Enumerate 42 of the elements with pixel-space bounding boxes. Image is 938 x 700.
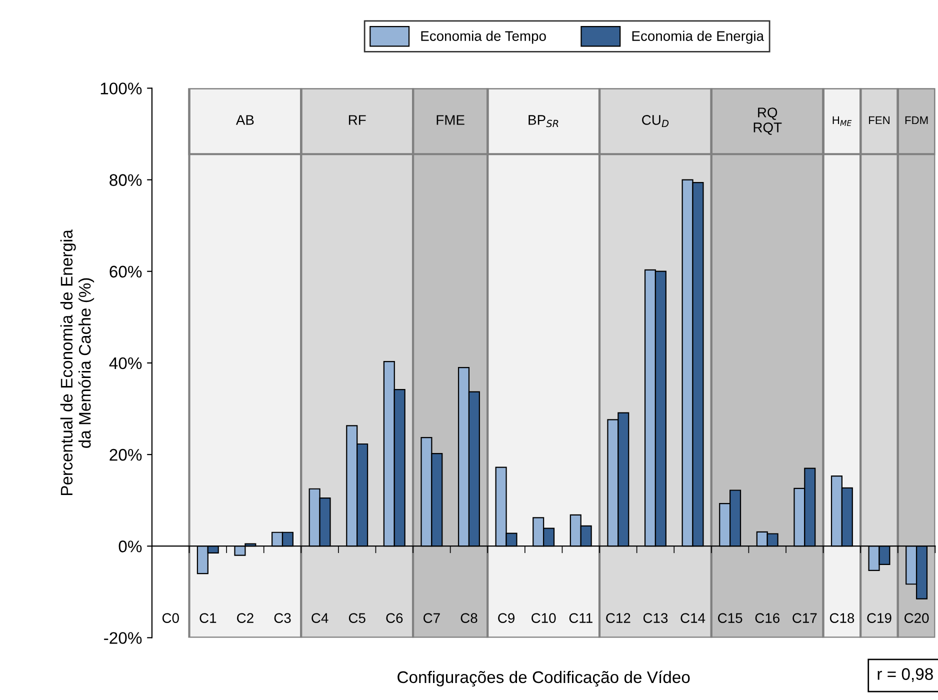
band-label: FDM <box>905 116 928 124</box>
y-tick-label: 0% <box>118 540 142 552</box>
x-tick-label: C11 <box>569 613 592 623</box>
x-tick-label: C16 <box>755 613 780 623</box>
y-tick-label: -20% <box>104 632 142 644</box>
x-tick-label: C2 <box>237 613 254 623</box>
band-label: RQ RQT <box>754 108 782 135</box>
band-label: RF <box>348 115 366 125</box>
x-tick-label: C8 <box>460 613 478 623</box>
x-tick-label: C7 <box>424 613 440 623</box>
x-tick-label: C5 <box>348 613 366 623</box>
x-axis-title: Configurações de Codificação de Vídeo <box>398 670 690 686</box>
x-tick-label: C4 <box>312 613 328 623</box>
y-tick-label: 100% <box>100 82 142 94</box>
x-tick-label: C3 <box>274 613 291 623</box>
band-label: FME <box>436 115 464 125</box>
x-tick-label: C18 <box>830 613 854 623</box>
band-label: FEN <box>869 116 890 124</box>
x-tick-label: C20 <box>904 613 929 623</box>
y-tick-label: 80% <box>110 174 142 186</box>
x-tick-label: C12 <box>606 613 630 623</box>
x-tick-label: C14 <box>680 613 706 623</box>
band-label: H$_{ME}$ <box>832 116 852 126</box>
text: r = 0,98 <box>878 668 933 682</box>
band-label: CU$_{D}$ <box>642 115 669 128</box>
x-tick-label: C17 <box>792 613 817 623</box>
x-tick-label: C10 <box>532 613 556 623</box>
x-tick-label: C1 <box>200 613 216 623</box>
band-label: AB <box>236 115 254 125</box>
x-tick-label: C0 <box>162 613 179 623</box>
y-tick-label: 20% <box>110 448 142 461</box>
x-tick-label: C19 <box>867 613 892 623</box>
x-tick-label: C15 <box>718 613 742 623</box>
y-axis-title: Percentual de Economia de Energia da Memória Cache (%) <box>60 230 94 495</box>
x-tick-label: C6 <box>386 613 403 623</box>
y-tick-label: 40% <box>109 357 142 370</box>
y-tick-label: 60% <box>110 266 142 278</box>
x-tick-label: C13 <box>643 613 668 623</box>
legend-label: Economia de Energia <box>632 30 764 44</box>
band-label: BP$_{SR}$ <box>528 115 558 128</box>
legend-label: Economia de Tempo <box>421 30 546 44</box>
x-tick-label: C9 <box>498 613 514 623</box>
